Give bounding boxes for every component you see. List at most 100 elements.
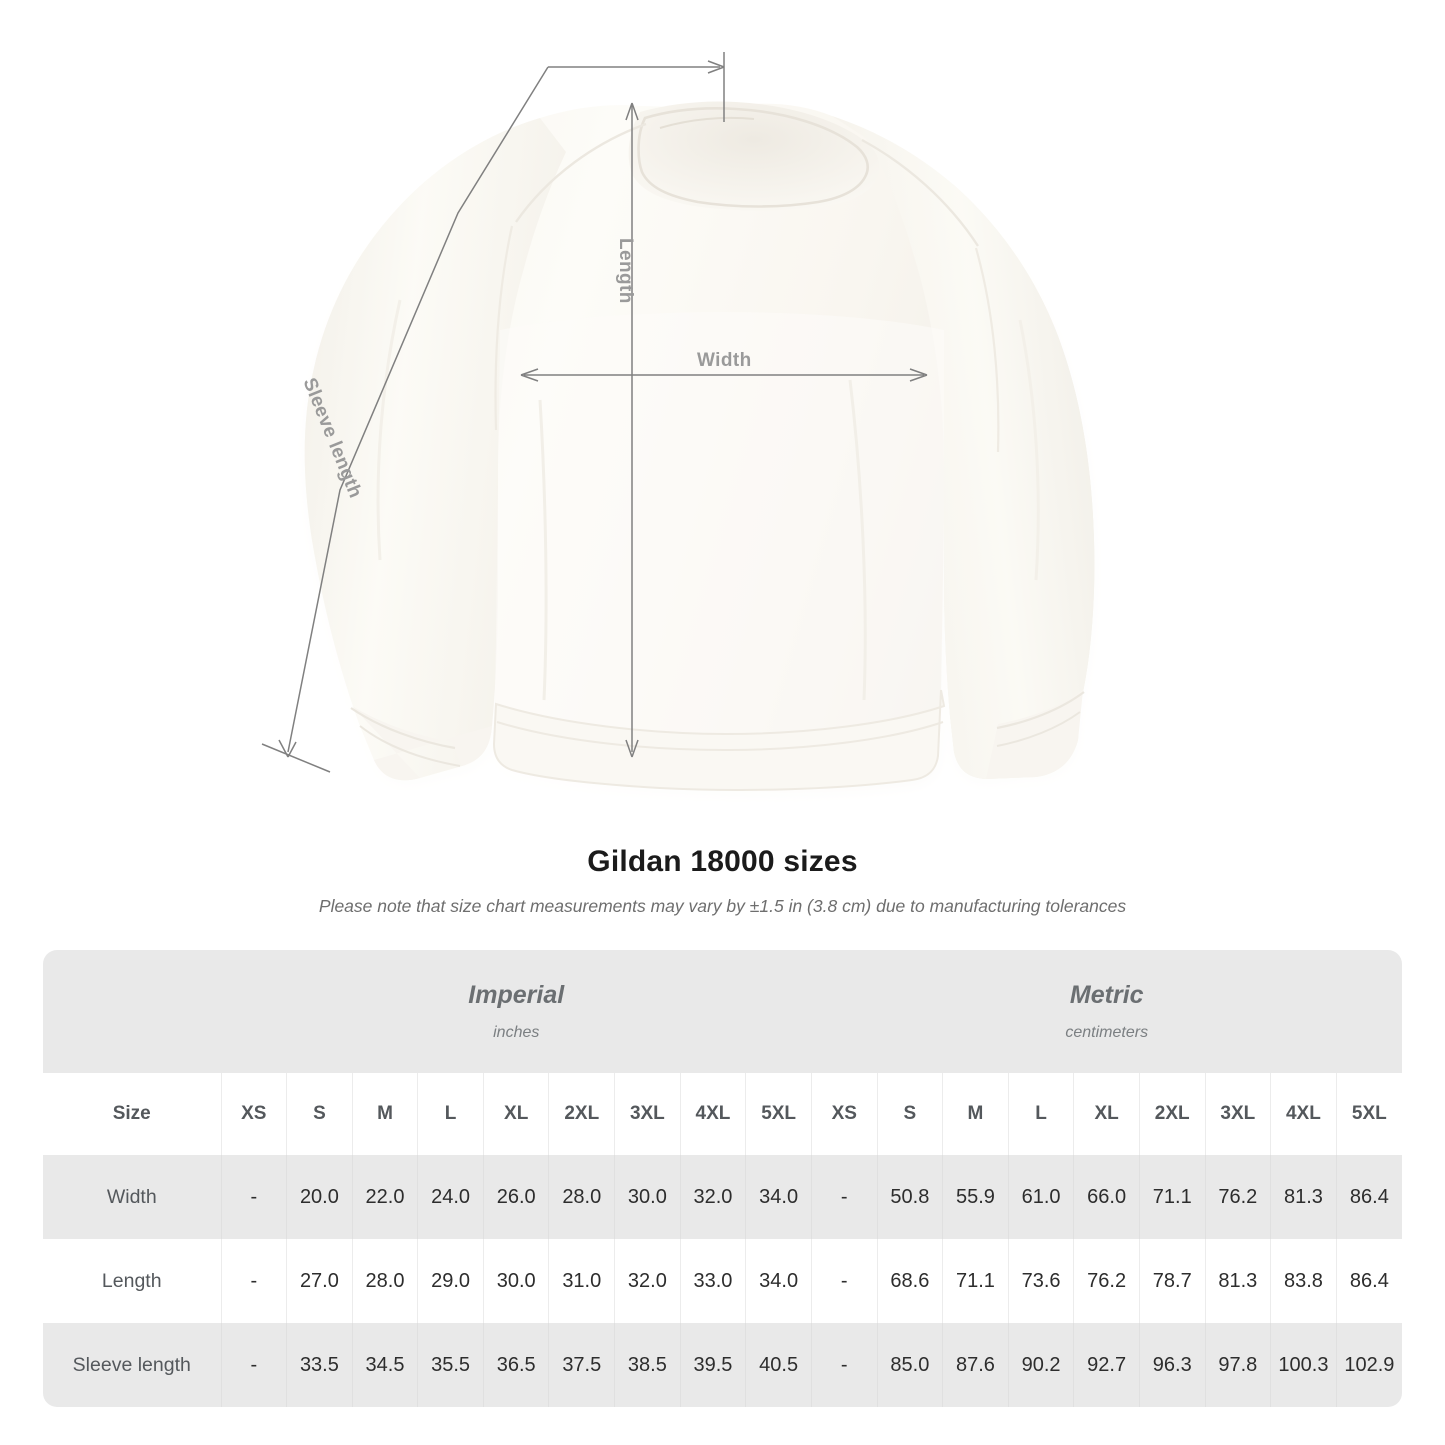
title-block: Gildan 18000 sizes Please note that size… xyxy=(0,845,1445,917)
cell-length-metric-s: 68.6 xyxy=(877,1239,944,1323)
cell-width-metric-xl: 66.0 xyxy=(1073,1155,1140,1239)
column-header-metric-2xl: 2XL xyxy=(1139,1073,1206,1155)
length-arrow-top xyxy=(625,102,639,121)
cell-length-imperial-5xl: 34.0 xyxy=(745,1239,812,1323)
row-label-length: Length xyxy=(43,1239,222,1323)
cell-sleeve-metric-l: 90.2 xyxy=(1008,1323,1075,1407)
cell-sleeve-imperial-xl: 36.5 xyxy=(483,1323,550,1407)
size-chart-table-wrapper: Imperial inches Metric centimeters Size … xyxy=(43,950,1402,1407)
cuff-right xyxy=(986,690,1083,779)
shoulder-seam-right xyxy=(861,138,980,247)
cell-sleeve-imperial-m: 34.5 xyxy=(352,1323,419,1407)
cell-length-metric-xl: 76.2 xyxy=(1073,1239,1140,1323)
fold-3 xyxy=(376,299,402,561)
cell-length-metric-xs: - xyxy=(810,1239,878,1323)
imperial-unit-sub: inches xyxy=(493,1024,540,1041)
cell-sleeve-metric-4xl: 100.3 xyxy=(1270,1323,1337,1407)
tolerance-note: Please note that size chart measurements… xyxy=(318,896,1127,916)
unit-banner-row: Imperial inches Metric centimeters xyxy=(43,950,1402,1073)
fold-4 xyxy=(1018,319,1040,581)
cell-width-imperial-2xl: 28.0 xyxy=(548,1155,616,1239)
sleeve-line xyxy=(287,66,549,753)
column-header-imperial-xl: XL xyxy=(483,1073,550,1155)
cell-length-imperial-s: 27.0 xyxy=(286,1239,353,1323)
cell-sleeve-metric-5xl: 102.9 xyxy=(1336,1323,1402,1407)
column-header-metric-4xl: 4XL xyxy=(1270,1073,1337,1155)
cell-sleeve-metric-s: 85.0 xyxy=(877,1323,944,1407)
cell-length-imperial-m: 28.0 xyxy=(352,1239,419,1323)
cell-width-imperial-xl: 26.0 xyxy=(483,1155,550,1239)
cell-length-imperial-4xl: 33.0 xyxy=(680,1239,747,1323)
length-arrow-bottom xyxy=(625,739,639,758)
cell-length-metric-3xl: 81.3 xyxy=(1205,1239,1272,1323)
column-header-size: Size xyxy=(43,1073,222,1155)
fold-1 xyxy=(538,399,548,701)
cell-width-imperial-m: 22.0 xyxy=(352,1155,419,1239)
column-header-imperial-s: S xyxy=(286,1073,353,1155)
metric-unit-name: Metric xyxy=(1069,981,1144,1009)
width-dimension-label: Width xyxy=(697,350,752,371)
cell-sleeve-imperial-5xl: 40.5 xyxy=(745,1323,812,1407)
size-header-row: Size XS S M L XL 2XL 3XL 4XL 5XL XS S M … xyxy=(43,1073,1402,1155)
table-head: Imperial inches Metric centimeters Size … xyxy=(43,950,1402,1155)
table-body: Width - 20.0 22.0 24.0 26.0 28.0 30.0 32… xyxy=(43,1155,1402,1407)
sleeve-end-tick xyxy=(261,743,331,773)
cell-sleeve-metric-3xl: 97.8 xyxy=(1205,1323,1272,1407)
column-header-metric-5xl: 5XL xyxy=(1336,1073,1402,1155)
column-header-imperial-2xl: 2XL xyxy=(548,1073,616,1155)
table-row: Width - 20.0 22.0 24.0 26.0 28.0 30.0 32… xyxy=(43,1155,1402,1239)
column-header-imperial-3xl: 3XL xyxy=(614,1073,681,1155)
measurement-lines xyxy=(261,52,928,773)
table-row: Length - 27.0 28.0 29.0 30.0 31.0 32.0 3… xyxy=(43,1239,1402,1323)
row-label-width: Width xyxy=(43,1155,222,1239)
cell-sleeve-imperial-xs: - xyxy=(221,1323,288,1407)
column-header-imperial-4xl: 4XL xyxy=(680,1073,747,1155)
cuff-right-stitch xyxy=(996,691,1085,730)
cell-sleeve-metric-m: 87.6 xyxy=(942,1323,1009,1407)
cell-width-imperial-s: 20.0 xyxy=(286,1155,353,1239)
cuff-left-stitch2 xyxy=(359,725,461,767)
row-label-sleeve-length: Sleeve length xyxy=(43,1323,222,1407)
column-header-metric-3xl: 3XL xyxy=(1205,1073,1272,1155)
collar xyxy=(628,101,880,211)
cell-length-metric-l: 73.6 xyxy=(1008,1239,1075,1323)
cell-sleeve-metric-xl: 92.7 xyxy=(1073,1323,1140,1407)
unit-banner-spacer xyxy=(43,950,222,1073)
cuff-right-stitch2 xyxy=(996,711,1081,747)
column-header-imperial-xs: XS xyxy=(221,1073,288,1155)
cell-length-metric-m: 71.1 xyxy=(942,1239,1009,1323)
cell-length-metric-5xl: 86.4 xyxy=(1336,1239,1402,1323)
cell-sleeve-imperial-s: 33.5 xyxy=(286,1323,353,1407)
size-chart-table: Imperial inches Metric centimeters Size … xyxy=(43,950,1402,1407)
cell-width-imperial-5xl: 34.0 xyxy=(745,1155,812,1239)
cell-sleeve-metric-xs: - xyxy=(810,1323,878,1407)
cell-length-imperial-3xl: 32.0 xyxy=(614,1239,681,1323)
hem-stitch xyxy=(496,721,944,752)
cell-length-imperial-xl: 30.0 xyxy=(483,1239,550,1323)
cell-width-metric-5xl: 86.4 xyxy=(1336,1155,1402,1239)
cell-length-metric-4xl: 83.8 xyxy=(1270,1239,1337,1323)
garment-svg xyxy=(261,52,1095,791)
armhole-seam-right xyxy=(974,247,1000,453)
cell-width-metric-xs: - xyxy=(810,1155,878,1239)
cell-length-imperial-l: 29.0 xyxy=(417,1239,484,1323)
cuff-left xyxy=(352,706,492,781)
column-header-imperial-5xl: 5XL xyxy=(745,1073,812,1155)
cell-width-metric-4xl: 81.3 xyxy=(1270,1155,1337,1239)
armhole-seam-left xyxy=(494,225,514,431)
fold-2 xyxy=(848,379,867,701)
column-header-metric-l: L xyxy=(1008,1073,1075,1155)
width-arrow-right xyxy=(909,368,928,382)
shoulder-seam-left xyxy=(515,122,647,223)
cuff-left-stitch xyxy=(350,707,456,750)
bottom-hem xyxy=(492,689,946,791)
cell-width-metric-3xl: 76.2 xyxy=(1205,1155,1272,1239)
column-header-metric-xs: XS xyxy=(810,1073,878,1155)
cell-width-imperial-xs: - xyxy=(221,1155,288,1239)
cell-length-imperial-xs: - xyxy=(221,1239,288,1323)
cell-length-imperial-2xl: 31.0 xyxy=(548,1239,616,1323)
cell-width-imperial-3xl: 30.0 xyxy=(614,1155,681,1239)
cell-sleeve-imperial-2xl: 37.5 xyxy=(548,1323,616,1407)
column-header-imperial-m: M xyxy=(352,1073,419,1155)
body-highlight xyxy=(494,312,944,790)
